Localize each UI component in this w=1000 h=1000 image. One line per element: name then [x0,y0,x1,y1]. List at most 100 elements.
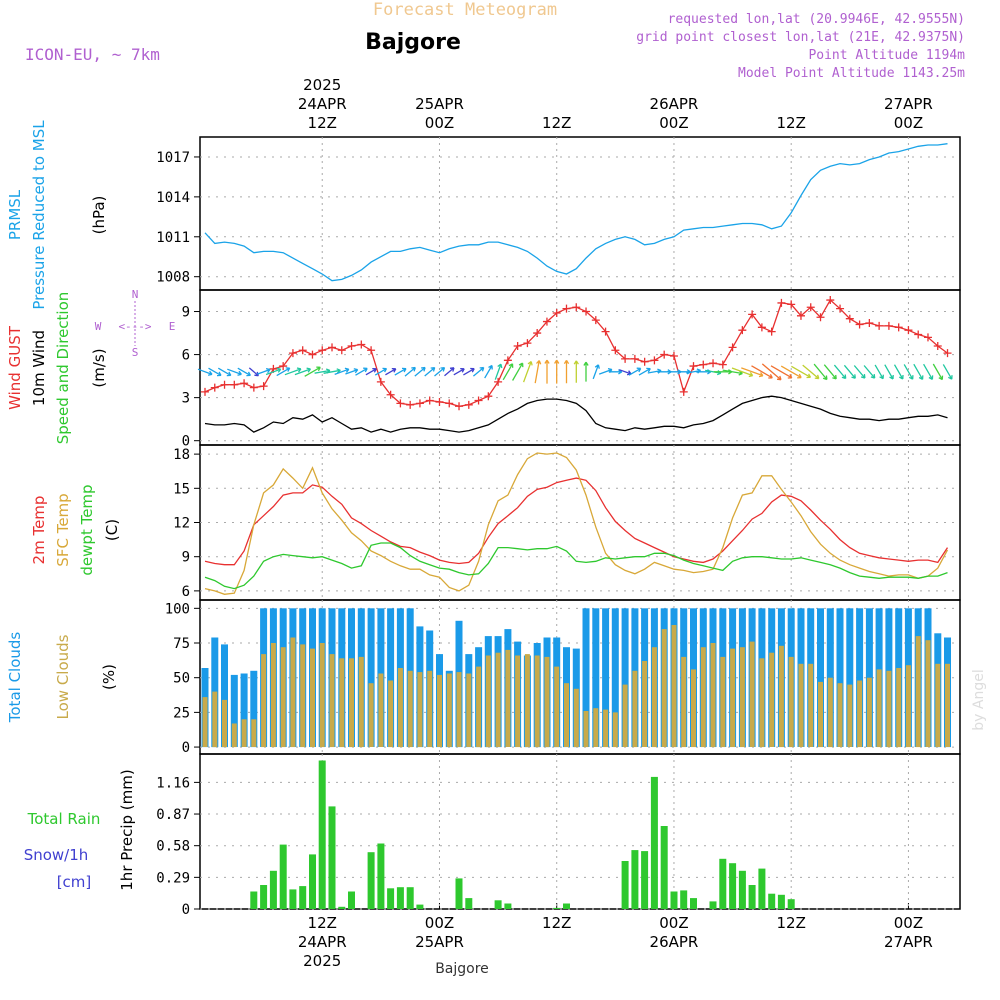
gust-marker [298,346,307,355]
wind-arrow [334,367,350,376]
gust-marker [533,329,542,338]
bar [505,649,511,747]
wind-arrow [833,364,847,380]
pressure-label-1: PRMSL [6,189,24,240]
bar [377,843,385,909]
wind-arrow [404,366,416,377]
bar [876,669,882,748]
bar [339,658,345,748]
wind-arrow [751,365,773,379]
bar [837,683,843,747]
bottom-tick-label: 25APR [415,933,464,951]
wind-panel: 0 3 6 9 [182,289,961,450]
bar [564,683,569,747]
bottom-tick-label: 12Z [777,914,806,932]
bar [515,655,521,748]
bar [368,683,374,747]
bar [905,665,911,748]
bar [787,899,795,909]
bar [650,776,658,909]
wind-arrow [802,364,820,380]
bar [289,889,297,909]
bar [709,901,717,909]
y-tick-label: 0 [182,740,190,756]
temp-label-2m: 2m Temp [30,496,48,565]
bar [534,655,540,748]
bar [670,891,678,909]
gust-marker [376,377,385,386]
gust-marker [689,362,698,371]
bar [945,663,950,747]
pressure-panel: 1008 1011 1014 1017 [156,136,961,291]
bar [925,640,931,747]
gust-marker [455,402,464,411]
gust-marker [279,362,288,371]
top-tick-label: 2025 [303,76,341,94]
wind-label-gust: Wind GUST [6,325,24,410]
top-tick-label: 00Z [894,114,923,132]
gust-marker [601,327,610,336]
bar [221,644,228,748]
y-tick-label: 100 [165,601,190,617]
bar [808,663,814,747]
top-tick-label: 12Z [308,114,337,132]
bar [661,629,667,747]
wind-arrow [434,366,446,377]
y-tick-label: 3 [182,391,190,407]
temp-unit: (C) [103,519,121,541]
bar [710,643,716,748]
gust-marker [611,346,620,355]
bar [222,699,227,748]
wind-label-10m: 10m Wind [30,330,48,406]
bar [329,654,335,748]
wind-arrow [374,367,388,376]
bar [612,712,618,748]
bar [671,625,677,748]
bottom-tick-label: 00Z [894,914,923,932]
wind-arrow [823,364,837,380]
y-tick-label: 75 [173,636,190,652]
wind-arrow [874,364,884,380]
gust-marker [347,341,356,350]
bar [865,608,873,747]
bar [935,663,941,747]
wind-arrow [942,364,953,380]
model-label: ICON-EU, ~ 7km [25,45,160,64]
bar [827,677,833,748]
bottom-tick-label: 24APR [298,933,347,951]
gust-marker [826,296,835,305]
gust-marker [249,383,258,392]
wind-arrow [638,367,651,376]
bar [310,648,315,748]
bar [397,668,403,748]
wind-arrow [608,369,623,375]
bar [798,663,804,747]
gust-marker [738,326,747,335]
wind-arrow [414,366,426,377]
bar [651,647,657,748]
bottom-tick-label: 27APR [884,933,933,951]
wind-arrow [227,368,242,376]
wind-arrow [424,366,436,377]
wind-arrow [628,367,642,376]
bar [759,658,765,748]
wind-arrow [355,367,368,376]
wind-arrow [932,363,944,381]
bar [269,870,277,909]
bar [563,903,570,909]
gust-marker [503,356,512,365]
bottom-tick-label: 00Z [659,914,688,932]
bottom-tick-label: 2025 [303,952,341,970]
bar [300,644,306,748]
wind-arrow [813,363,828,381]
gust-marker [220,380,229,389]
gust-marker [894,323,903,332]
wind-arrow [592,364,600,380]
wind-arrow [294,367,312,376]
precip-label-snow: Snow/1h [24,846,89,864]
wind-arrow [791,365,812,379]
bar [427,670,433,748]
bar [406,887,414,909]
bar [866,677,872,748]
gust-marker [406,400,415,409]
